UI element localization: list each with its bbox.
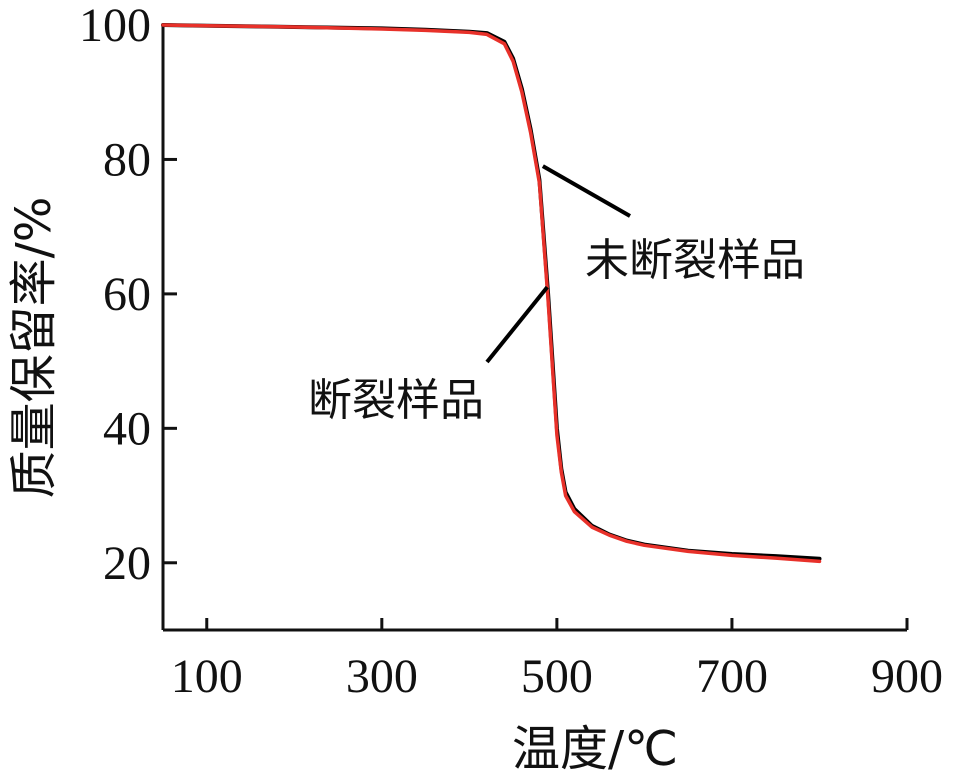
annotation-unbroken-sample: 未断裂样品: [585, 235, 805, 286]
annotation-leader-unbroken: [541, 164, 631, 218]
series-layer: [161, 23, 822, 564]
y-tick-label: 100: [79, 0, 151, 52]
annotation-broken-sample: 断裂样品: [308, 375, 484, 426]
x-axis-title: 温度/℃: [512, 721, 678, 770]
series-line-unbroken: [161, 23, 822, 561]
y-tick-label: 40: [103, 402, 151, 455]
series-line-broken: [161, 23, 822, 564]
x-tick-label: 100: [171, 650, 243, 703]
x-tick-label: 900: [871, 650, 943, 703]
y-tick-label: 60: [103, 268, 151, 321]
y-tick-label: 80: [103, 133, 151, 186]
x-tick-label: 300: [346, 650, 418, 703]
x-tick-label: 700: [696, 650, 768, 703]
axes: 100 300 500 700 900 20 40 60 80 100: [79, 0, 943, 703]
y-axis-title: 质量保留率/%: [6, 197, 62, 499]
y-tick-label: 20: [103, 537, 151, 590]
x-tick-label: 500: [521, 650, 593, 703]
annotations: 未断裂样品 断裂样品: [308, 164, 805, 426]
annotation-leader-broken: [485, 285, 549, 364]
